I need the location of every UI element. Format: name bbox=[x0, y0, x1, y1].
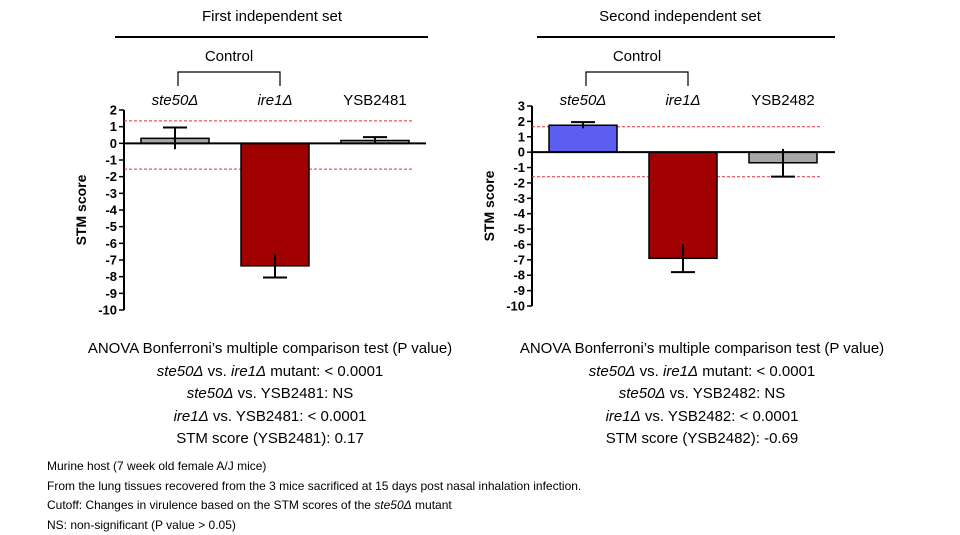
stm-score-line: STM score (YSB2481): 0.17 bbox=[176, 430, 364, 447]
y-tick-label: -2 bbox=[513, 175, 525, 190]
stats-line: ste50Δ vs. YSB2482: NS bbox=[618, 385, 786, 402]
bar-ste50Δ bbox=[548, 124, 618, 153]
chart-title: Second independent set bbox=[599, 8, 761, 25]
control-bracket bbox=[177, 71, 281, 86]
chart-title: First independent set bbox=[201, 8, 343, 25]
y-tick-label: -10 bbox=[506, 299, 525, 314]
stm-score-line: STM score (YSB2482): -0.69 bbox=[605, 430, 799, 447]
chart-panel-second: Second independent set 3 2 1 0 -1 -2 -3 -4 -5 -6-… bbox=[470, 0, 940, 460]
chart-panel-first: First independent set 2 1 0 -1 -2 -3 -4 -5 -6 -7-… bbox=[0, 0, 470, 460]
control-label: Control bbox=[613, 48, 661, 65]
y-tick-label: -2 bbox=[105, 169, 117, 184]
y-axis-label: STM score bbox=[481, 170, 497, 241]
category-label: ste50Δ bbox=[152, 92, 199, 109]
y-tick-label: -4 bbox=[513, 206, 525, 221]
anova-heading: ANOVA Bonferroni’s multiple comparison t… bbox=[87, 340, 453, 357]
y-tick-label: -9 bbox=[105, 286, 117, 301]
title-underline bbox=[537, 36, 835, 38]
footnote-cutoff: Cutoff: Changes in virulence based on th… bbox=[47, 498, 452, 512]
y-tick-label: -8 bbox=[513, 268, 525, 283]
footnote-host: Murine host (7 week old female A/J mice) bbox=[47, 459, 267, 473]
stats-line: ste50Δ vs. ire1Δ mutant: < 0.0001 bbox=[156, 362, 384, 380]
anova-stats-first: ANOVA Bonferroni’s multiple comparison t… bbox=[50, 338, 490, 451]
category-label: ste50Δ bbox=[560, 92, 607, 109]
y-tick-label: 1 bbox=[518, 129, 525, 144]
category-label: YSB2481 bbox=[343, 92, 406, 109]
control-label: Control bbox=[205, 48, 253, 65]
y-tick-label: -10 bbox=[98, 303, 117, 318]
y-tick-label: -9 bbox=[513, 283, 525, 298]
y-tick-label: 2 bbox=[518, 114, 525, 129]
y-tick-label: 2 bbox=[110, 103, 117, 118]
y-tick-label: -6 bbox=[513, 237, 525, 252]
y-tick-label: -3 bbox=[105, 186, 117, 201]
anova-heading: ANOVA Bonferroni’s multiple comparison t… bbox=[519, 340, 885, 357]
y-tick-label: -4 bbox=[105, 203, 117, 218]
y-tick-label: -7 bbox=[513, 252, 525, 267]
bar-chart-first-set: 21 0 -1-2 -3 -4-5 -6 -7-8 -9 -10 STM score ste50Δ i… bbox=[73, 48, 426, 318]
y-tick-label: -1 bbox=[105, 153, 117, 168]
bar-ire1Δ bbox=[240, 142, 310, 267]
y-tick-label: -1 bbox=[513, 160, 525, 175]
y-tick-label: -8 bbox=[105, 269, 117, 284]
y-tick-label: -6 bbox=[105, 236, 117, 251]
category-label: ire1Δ bbox=[257, 92, 292, 109]
y-tick-label: -7 bbox=[105, 253, 117, 268]
y-tick-label: -5 bbox=[513, 222, 525, 237]
stats-line: ire1Δ vs. YSB2482: < 0.0001 bbox=[605, 407, 799, 425]
y-tick-label: 0 bbox=[110, 136, 117, 151]
y-tick-label: -3 bbox=[513, 191, 525, 206]
stats-line: ire1Δ vs. YSB2481: < 0.0001 bbox=[173, 407, 367, 425]
stats-line: ste50Δ vs. ire1Δ mutant: < 0.0001 bbox=[588, 362, 816, 380]
y-axis-label: STM score bbox=[73, 174, 89, 245]
control-bracket bbox=[585, 71, 689, 86]
title-underline bbox=[115, 36, 428, 38]
stats-line: ste50Δ vs. YSB2481: NS bbox=[186, 385, 354, 402]
y-tick-label: 3 bbox=[518, 99, 525, 114]
bar-ire1Δ bbox=[648, 151, 718, 260]
category-label: YSB2482 bbox=[751, 92, 814, 109]
category-label: ire1Δ bbox=[665, 92, 700, 109]
y-tick-label: 1 bbox=[110, 119, 117, 134]
footnote-ns: NS: non-significant (P value > 0.05) bbox=[47, 517, 236, 532]
y-tick-label: 0 bbox=[518, 145, 525, 160]
y-tick-label: -5 bbox=[105, 219, 117, 234]
footnote-tissue: From the lung tissues recovered from the… bbox=[47, 478, 582, 493]
footnotes: Murine host (7 week old female A/J mice)… bbox=[47, 457, 581, 535]
anova-stats-second: ANOVA Bonferroni’s multiple comparison t… bbox=[482, 338, 922, 451]
